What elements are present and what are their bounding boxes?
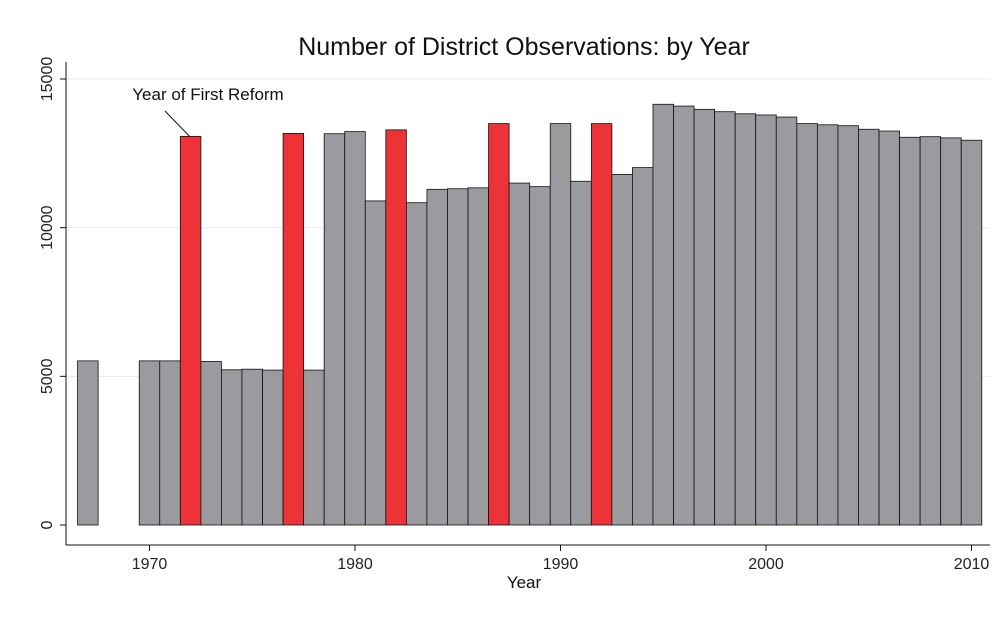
bar	[447, 188, 469, 526]
bar	[837, 125, 859, 526]
y-tick-label: 15000	[39, 57, 56, 102]
x-tick-label: 1980	[337, 556, 373, 573]
bar	[919, 136, 942, 526]
bars	[77, 103, 983, 526]
bar	[816, 124, 839, 526]
bar	[344, 131, 366, 526]
bar	[529, 186, 551, 526]
bar	[159, 360, 181, 526]
bar	[858, 128, 880, 526]
bar	[899, 136, 921, 526]
bar	[508, 182, 531, 526]
bar	[775, 116, 798, 526]
bar	[138, 360, 161, 526]
bar	[467, 187, 489, 526]
bar	[940, 137, 962, 526]
tick-labels: 0 5000 10000 15000 1970 1980 1990 2000 2010	[39, 57, 989, 573]
chart-title: Number of District Observations: by Year	[298, 33, 750, 61]
bar	[714, 111, 736, 526]
bar	[878, 130, 900, 526]
bar	[611, 174, 633, 526]
bar-reform-year	[179, 135, 202, 526]
bar-reform-year	[282, 133, 305, 526]
bar	[693, 108, 716, 526]
bar	[570, 180, 592, 526]
y-tick-label: 5000	[39, 358, 56, 394]
bar	[200, 361, 222, 526]
x-tick-label: 1970	[132, 556, 168, 573]
x-tick-label: 2010	[954, 556, 990, 573]
axes	[65, 62, 990, 546]
bar	[262, 369, 284, 526]
annotation-pointer-line	[164, 110, 190, 137]
x-axis-label: Year	[507, 573, 542, 592]
x-tick-label: 2000	[748, 556, 784, 573]
x-tick-label: 1990	[543, 556, 579, 573]
bar-reform-year	[385, 129, 407, 526]
bar	[652, 103, 674, 526]
bar-reform-year	[488, 123, 510, 526]
bar	[323, 133, 346, 526]
bar	[755, 114, 777, 526]
bar	[549, 123, 572, 526]
bar	[673, 105, 695, 526]
bar	[405, 202, 428, 526]
bar	[303, 369, 325, 526]
annotation-label: Year of First Reform	[132, 85, 283, 104]
bar	[960, 139, 983, 526]
bar	[632, 167, 654, 526]
bar	[364, 200, 387, 526]
bar	[221, 369, 243, 526]
bar	[241, 368, 263, 526]
bar	[426, 188, 448, 526]
y-tick-label: 0	[39, 520, 56, 529]
bar	[734, 113, 757, 526]
bar	[796, 123, 818, 526]
bar	[77, 360, 99, 526]
bar-reform-year	[590, 123, 613, 526]
annotation: Year of First Reform	[132, 85, 284, 137]
y-tick-label: 10000	[39, 205, 56, 250]
